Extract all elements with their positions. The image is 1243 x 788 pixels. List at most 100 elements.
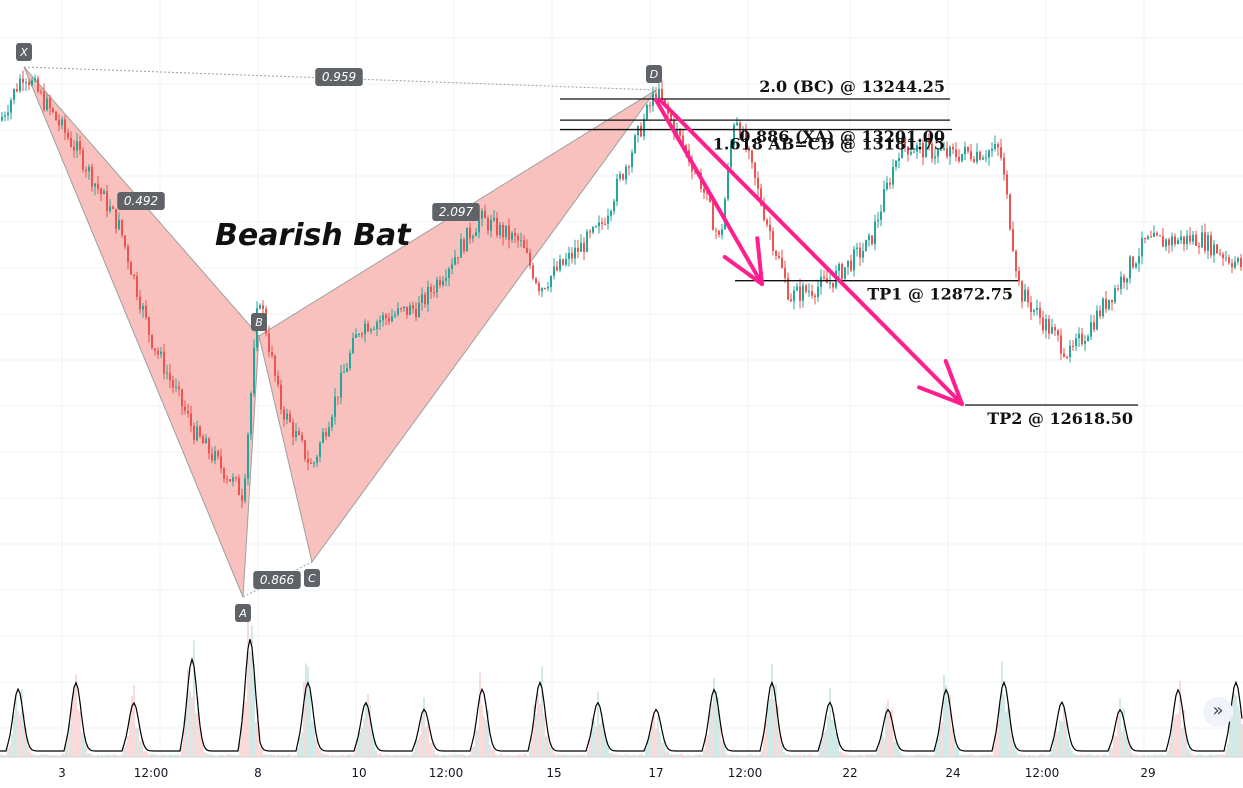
candle <box>394 310 396 319</box>
candle-body <box>544 288 546 290</box>
candle <box>10 97 12 120</box>
candle-body <box>985 157 987 159</box>
candle <box>841 262 843 281</box>
candle-body <box>139 296 141 310</box>
candle-body <box>676 129 678 135</box>
candle <box>271 345 273 359</box>
candle-body <box>751 150 753 163</box>
candle-body <box>1087 336 1089 341</box>
candle <box>37 75 39 93</box>
candle-body <box>973 159 975 162</box>
candle <box>106 184 108 218</box>
candle <box>952 143 954 155</box>
candle <box>643 113 645 141</box>
candle <box>445 269 447 287</box>
candle-body <box>466 227 468 252</box>
candle-body <box>724 199 726 230</box>
candle-body <box>187 410 189 414</box>
arrow-to-tp1 <box>654 98 764 286</box>
candle <box>985 149 987 163</box>
candle-body <box>235 477 237 479</box>
candle-body <box>610 211 612 216</box>
candle-body <box>310 462 312 464</box>
candle <box>196 420 198 442</box>
candle-body <box>976 151 978 162</box>
time-axis: 3 12:00 8 10 12:00 15 17 12:00 22 24 12:00 29 <box>58 766 1155 780</box>
candle-body <box>196 426 198 441</box>
candle-body <box>247 434 249 479</box>
candle-body <box>418 302 420 318</box>
candle <box>31 77 33 87</box>
candle-body <box>742 130 744 138</box>
candle <box>1171 232 1173 252</box>
candle <box>1129 255 1131 284</box>
candle <box>430 283 432 299</box>
candle <box>544 287 546 290</box>
candle <box>1075 333 1077 351</box>
x-tick-label: 29 <box>1140 766 1155 780</box>
candle-body <box>862 251 864 258</box>
candle <box>118 212 120 231</box>
candle-body <box>133 274 135 277</box>
candle-body <box>118 219 120 230</box>
arrow-to-tp2-head <box>943 358 964 406</box>
arrow-to-tp1-head <box>755 236 764 286</box>
candle-body <box>634 135 636 153</box>
candle-body <box>805 285 807 292</box>
candle-body <box>298 431 300 435</box>
candle <box>508 218 510 249</box>
ratio-label: 0.866 <box>253 571 301 589</box>
candle <box>493 209 495 223</box>
candle <box>979 150 981 161</box>
candle-body <box>283 409 285 420</box>
candle <box>877 211 879 228</box>
candle-body <box>1165 239 1167 247</box>
candle-body <box>760 188 762 206</box>
candle-body <box>562 259 564 265</box>
candle-body <box>388 318 390 322</box>
candle-body <box>1135 263 1137 268</box>
candle <box>1084 334 1086 352</box>
candle-body <box>364 323 366 335</box>
candle-body <box>493 217 495 221</box>
level-label: 0.886 (XA) @ 13201.00 <box>739 127 945 146</box>
candle-body <box>943 148 945 150</box>
pattern-labels: 0.959 0.492 0.866 2.097 X A B C D <box>16 43 662 622</box>
candle-body <box>640 126 642 137</box>
candle <box>1183 236 1185 252</box>
candle <box>274 354 276 383</box>
candle-body <box>949 146 951 157</box>
candle <box>721 223 723 240</box>
candle-body <box>517 235 519 241</box>
candle <box>937 147 939 164</box>
candle <box>40 88 42 95</box>
candle <box>592 226 594 235</box>
candle <box>454 249 456 266</box>
candle-body <box>1195 234 1197 246</box>
candle <box>145 300 147 320</box>
candle <box>187 403 189 418</box>
candle <box>715 227 717 240</box>
candle-body <box>130 262 132 275</box>
candle <box>343 363 345 373</box>
candle-body <box>931 143 933 159</box>
candle <box>880 204 882 227</box>
pattern-title: Bearish Bat <box>215 218 412 253</box>
candle <box>541 287 543 298</box>
candle-body <box>559 259 561 271</box>
candle-body <box>1219 253 1221 255</box>
candle <box>331 414 333 432</box>
candle-body <box>757 177 759 189</box>
candle <box>997 142 999 156</box>
candle <box>238 474 240 496</box>
candle-body <box>478 218 480 233</box>
candle <box>481 208 483 227</box>
candle-body <box>1045 318 1047 331</box>
candle <box>214 445 216 464</box>
candle <box>526 239 528 254</box>
scroll-to-realtime-button[interactable]: » <box>1203 697 1233 727</box>
candle <box>529 248 531 269</box>
candle <box>43 83 45 112</box>
candle <box>565 253 567 267</box>
